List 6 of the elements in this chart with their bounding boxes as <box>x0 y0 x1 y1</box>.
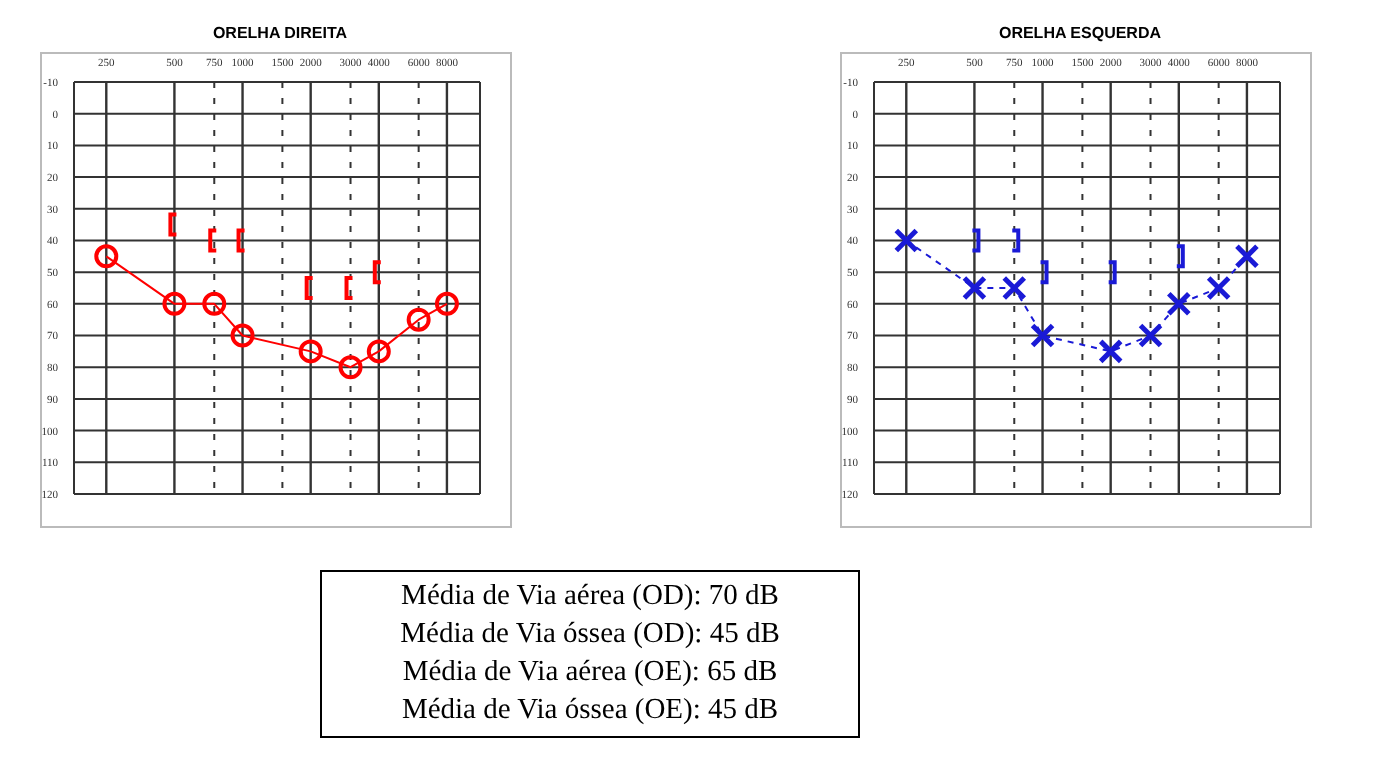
chart-title: ORELHA DIREITA <box>210 22 350 46</box>
chart-title: ORELHA ESQUERDA <box>996 22 1164 46</box>
text: Média de Via aérea (OE): 65 dB <box>400 654 780 692</box>
text: Média de Via óssea (OE): 45 dB <box>399 692 781 730</box>
text: Média de Via óssea (OD): 45 dB <box>398 616 782 654</box>
text: Média de Via aérea (OD): 70 dB <box>399 578 781 616</box>
